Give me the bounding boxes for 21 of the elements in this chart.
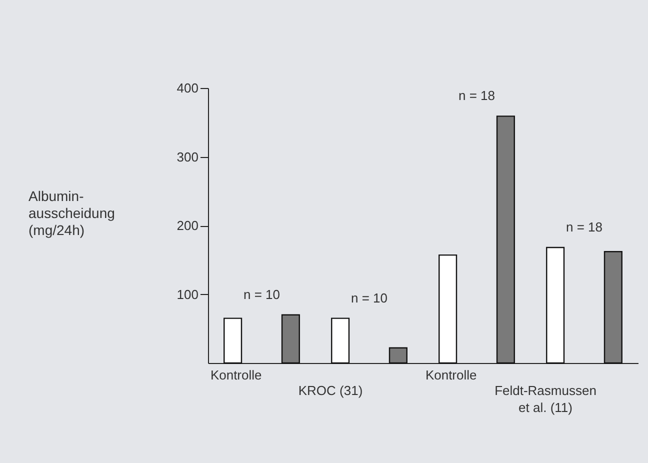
annotation: n = 10 (243, 286, 280, 302)
y-tick-label: 200 (176, 218, 198, 233)
x-tick-label: Kontrolle (210, 368, 262, 382)
annotation: n = 10 (350, 290, 388, 306)
y-tick-label: 400 (176, 80, 198, 96)
bar (438, 254, 458, 364)
bar (604, 251, 622, 364)
annotation: n = 18 (458, 88, 496, 104)
y-tick-label: 300 (176, 149, 198, 164)
bar (496, 116, 515, 364)
y-axis-title: Albumin- ausscheidung (mg/24h) (28, 188, 115, 238)
annotation: n = 18 (566, 220, 603, 234)
x-tick-label: Kontrolle (425, 368, 477, 382)
bar (546, 246, 565, 364)
y-tick-label: 100 (176, 286, 198, 302)
bar (224, 318, 242, 364)
text: KROC (31) (298, 383, 363, 398)
bar (331, 318, 350, 364)
bar (388, 347, 408, 364)
text: Feldt-Rasmussen et al. (11) (494, 383, 596, 415)
bar (281, 314, 300, 364)
